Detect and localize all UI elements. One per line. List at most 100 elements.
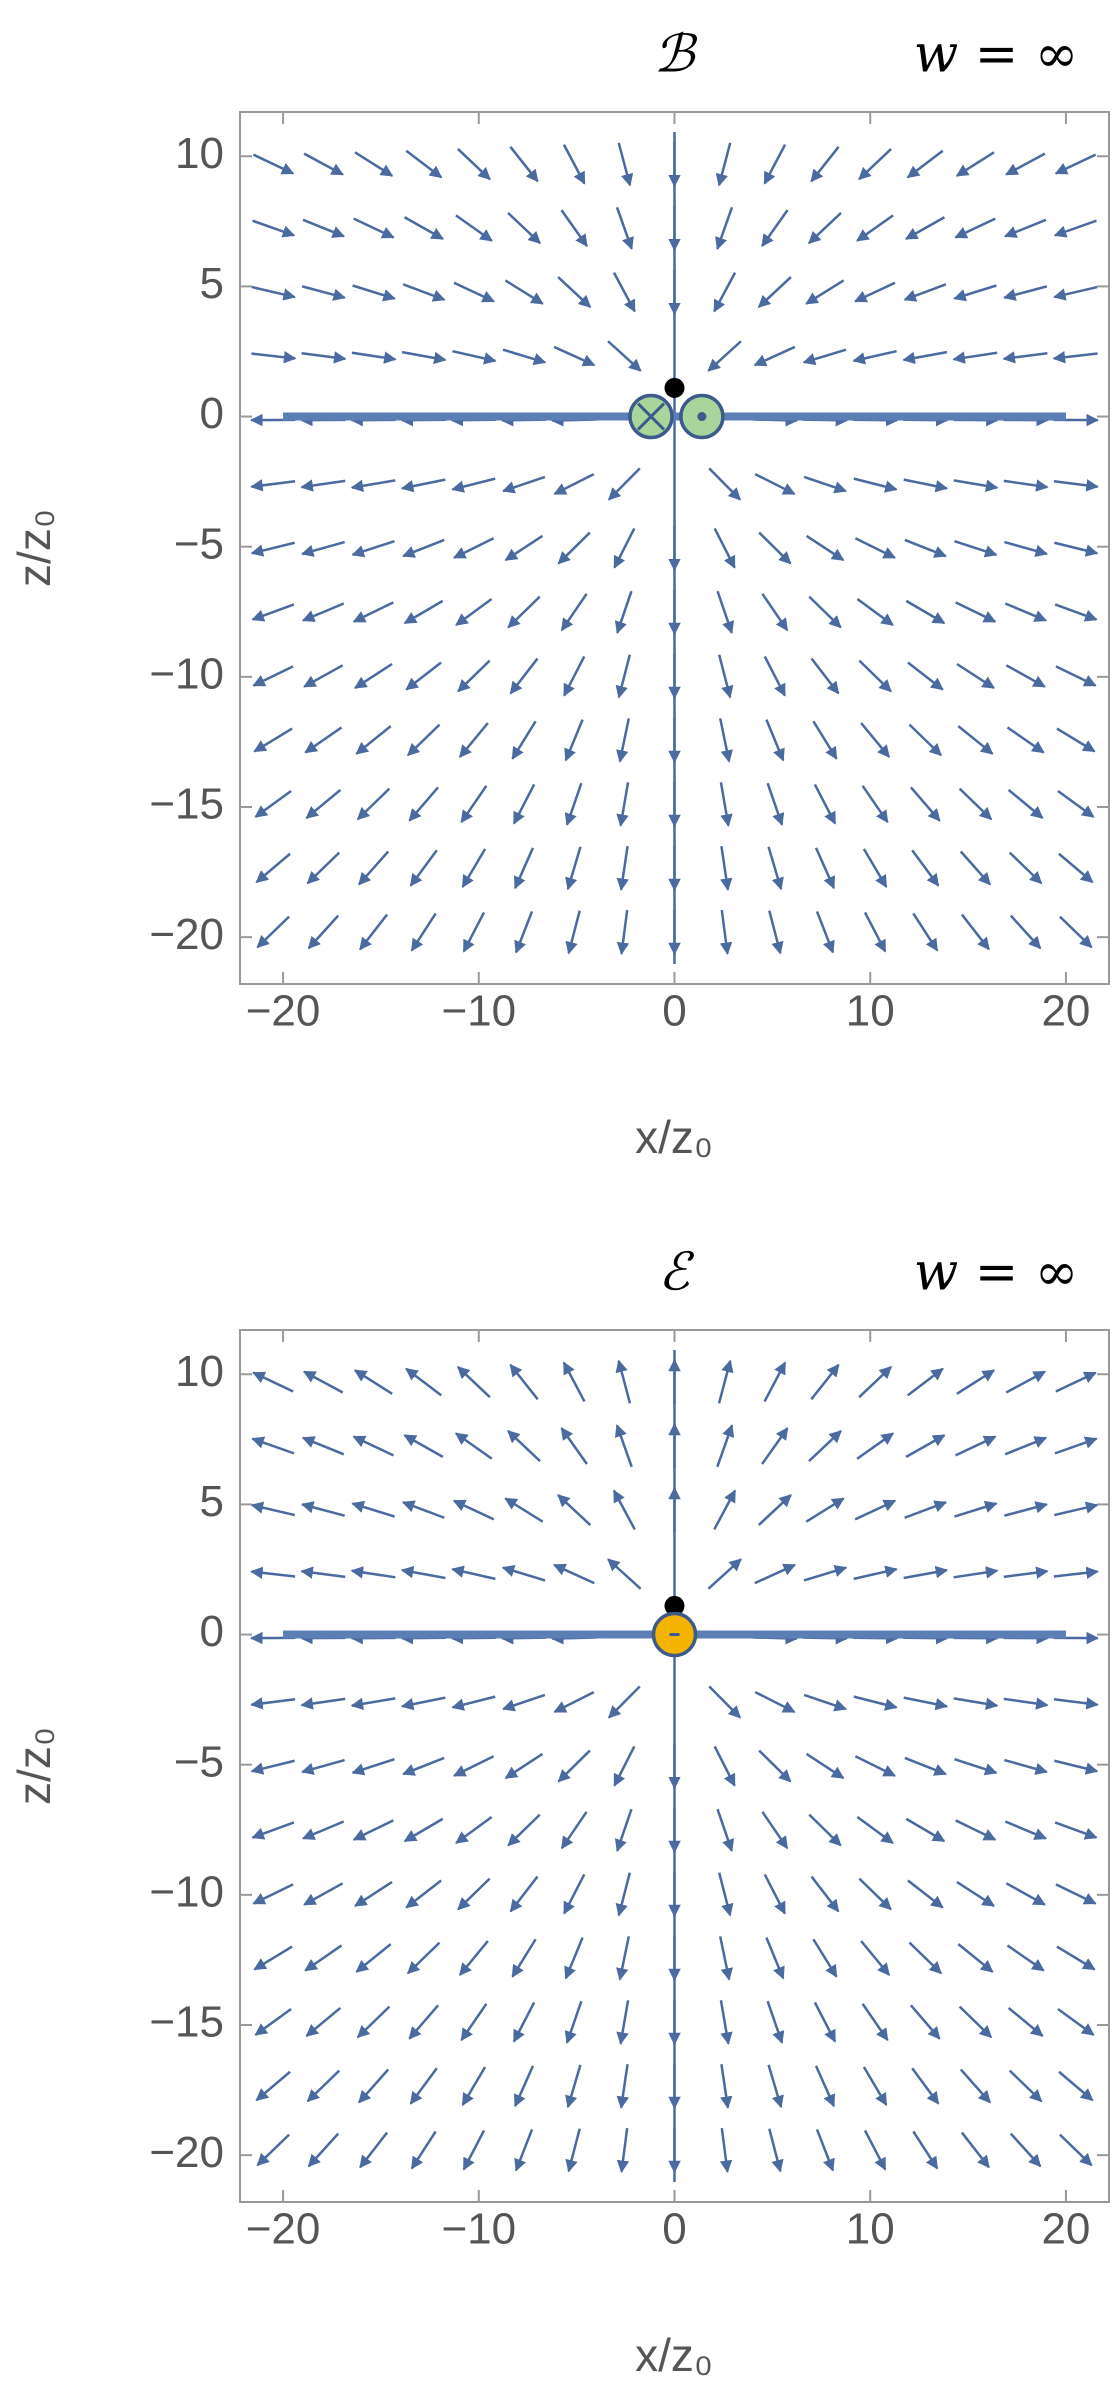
field-arrow <box>719 2000 733 2045</box>
field-arrow <box>251 285 296 301</box>
field-arrow <box>805 534 845 562</box>
field-arrow <box>810 146 840 183</box>
field-arrow <box>1009 2132 1042 2168</box>
field-arrow <box>808 1430 842 1463</box>
field-arrow <box>616 782 630 827</box>
field-arrow <box>907 661 944 691</box>
source-dot <box>697 412 707 422</box>
field-arrow <box>905 1817 946 1843</box>
field-arrow <box>810 1875 840 1913</box>
field-arrow <box>461 2066 487 2106</box>
field-arrow <box>352 1819 394 1841</box>
field-arrow <box>451 1565 496 1581</box>
field-arrow <box>1005 1370 1047 1394</box>
field-arrow <box>854 1755 896 1777</box>
field-arrow <box>854 1499 897 1521</box>
field-arrow <box>607 340 642 372</box>
field-arrow <box>250 479 296 492</box>
field-arrow <box>802 348 847 366</box>
field-arrow <box>513 2065 535 2108</box>
field-arrow <box>451 1695 496 1711</box>
field-arrow <box>1003 1501 1049 1517</box>
field-arrow <box>302 218 345 238</box>
field-arrow <box>254 2008 292 2036</box>
field-arrow <box>358 2068 390 2104</box>
field-arrow <box>504 534 544 562</box>
x-tick-label: 0 <box>662 987 686 1036</box>
field-arrow <box>557 1494 592 1526</box>
field-arrow <box>958 2005 993 2039</box>
field-arrow <box>763 655 786 697</box>
field-arrow <box>905 216 946 240</box>
field-arrow <box>300 1501 346 1517</box>
field-arrow <box>460 785 488 824</box>
y-tick-label: 5 <box>200 1477 224 1526</box>
field-arrow <box>352 1435 395 1457</box>
field-arrow <box>565 2128 581 2173</box>
field-arrow <box>509 146 539 183</box>
field-arrow <box>353 1369 393 1395</box>
field-arrow <box>304 726 343 754</box>
field-arrow <box>862 848 888 888</box>
y-tick-label: 10 <box>175 1347 224 1396</box>
field-arrow <box>354 662 393 689</box>
field-arrow <box>553 345 596 367</box>
field-arrow <box>252 1371 294 1393</box>
field-arrow <box>903 283 947 302</box>
field-arrow <box>252 665 294 687</box>
field-arrow <box>1053 1697 1099 1710</box>
field-arrow <box>808 212 842 245</box>
field-arrow <box>616 909 630 955</box>
field-arrow <box>1005 664 1046 688</box>
field-arrow <box>514 910 534 954</box>
field-arrow <box>803 1564 848 1582</box>
field-arrow <box>1003 285 1048 301</box>
field-arrow <box>256 2133 290 2167</box>
field-arrow <box>359 2131 389 2169</box>
field-arrow <box>253 1945 293 1971</box>
field-arrow <box>1002 351 1048 364</box>
field-arrow <box>1006 726 1045 754</box>
field-arrow <box>405 1879 442 1909</box>
field-arrow <box>511 720 537 760</box>
field-arrow <box>856 214 894 242</box>
field-arrow <box>405 149 443 179</box>
x-tick-label: 20 <box>1041 2205 1090 2254</box>
field-arrow <box>911 2067 940 2105</box>
field-arrow <box>355 1943 392 1973</box>
field-arrow <box>401 350 447 365</box>
field-arrow <box>504 279 544 305</box>
field-arrow <box>350 479 396 492</box>
field-arrow <box>507 595 541 629</box>
field-arrow <box>1055 665 1097 687</box>
field-arrow <box>956 662 995 689</box>
field-arrow <box>761 209 789 248</box>
field-arrow <box>719 2127 733 2173</box>
field-arrow <box>458 1940 489 1976</box>
chart-title: ℰ <box>658 1243 694 1303</box>
field-arrow <box>504 1752 544 1780</box>
field-arrow <box>708 1685 742 1719</box>
y-tick-label: −10 <box>149 649 224 698</box>
field-arrow <box>507 1813 541 1847</box>
field-arrow <box>509 657 539 695</box>
field-arrow <box>815 2128 835 2172</box>
field-arrow <box>717 654 734 699</box>
field-arrow <box>504 1497 544 1523</box>
field-arrow <box>761 1427 789 1465</box>
field-arrow <box>557 1749 591 1783</box>
field-arrow <box>512 783 536 825</box>
field-arrow <box>754 1563 796 1585</box>
field-arrow <box>250 1697 296 1710</box>
field-arrow <box>509 1363 539 1401</box>
field-arrow <box>903 1565 949 1580</box>
field-arrow <box>458 722 489 758</box>
field-arrow <box>707 1558 742 1590</box>
field-arrow <box>301 1758 345 1775</box>
field-arrow <box>757 276 792 308</box>
field-arrow <box>852 349 897 365</box>
field-arrow <box>1054 1436 1098 1455</box>
field-arrow <box>407 1941 441 1975</box>
field-arrow <box>615 654 632 699</box>
field-arrow <box>564 719 584 762</box>
